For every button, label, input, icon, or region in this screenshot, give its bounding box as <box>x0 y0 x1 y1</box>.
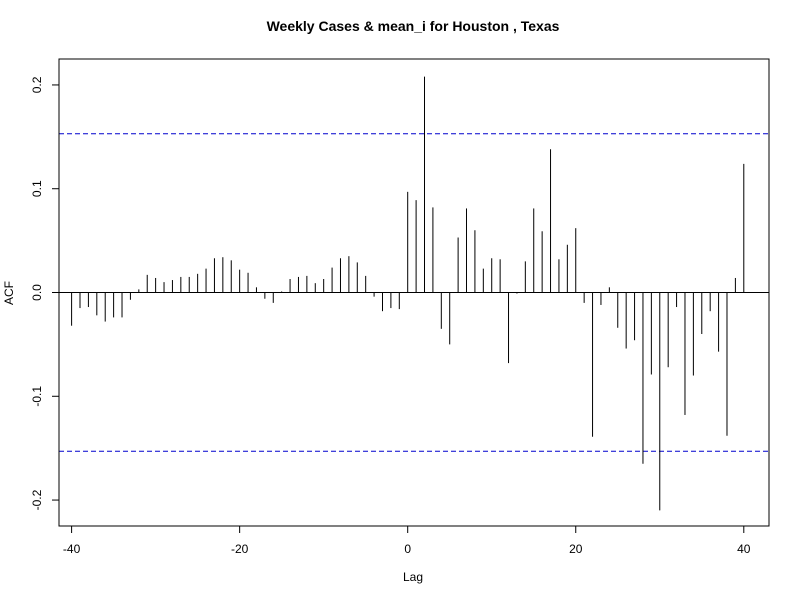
y-tick-label: -0.1 <box>30 386 44 407</box>
acf-bars <box>71 76 745 511</box>
y-tick-label: -0.2 <box>30 489 44 510</box>
confidence-bounds <box>59 133 769 452</box>
chart-title: Weekly Cases & mean_i for Houston , Texa… <box>267 18 560 34</box>
x-axis-label: Lag <box>403 570 423 584</box>
y-axis: -0.2 -0.1 0.0 0.1 0.2 <box>30 76 60 510</box>
y-axis-label: ACF <box>2 281 16 305</box>
x-tick-label: 0 <box>404 542 411 556</box>
y-tick-label: 0.1 <box>30 180 44 197</box>
y-tick-label: 0.0 <box>30 284 44 301</box>
x-tick-label: -40 <box>63 542 81 556</box>
x-tick-label: -20 <box>231 542 249 556</box>
x-axis: -40 -20 0 20 40 <box>63 525 751 556</box>
x-tick-label: 40 <box>737 542 751 556</box>
y-tick-label: 0.2 <box>30 76 44 93</box>
x-tick-label: 20 <box>569 542 583 556</box>
